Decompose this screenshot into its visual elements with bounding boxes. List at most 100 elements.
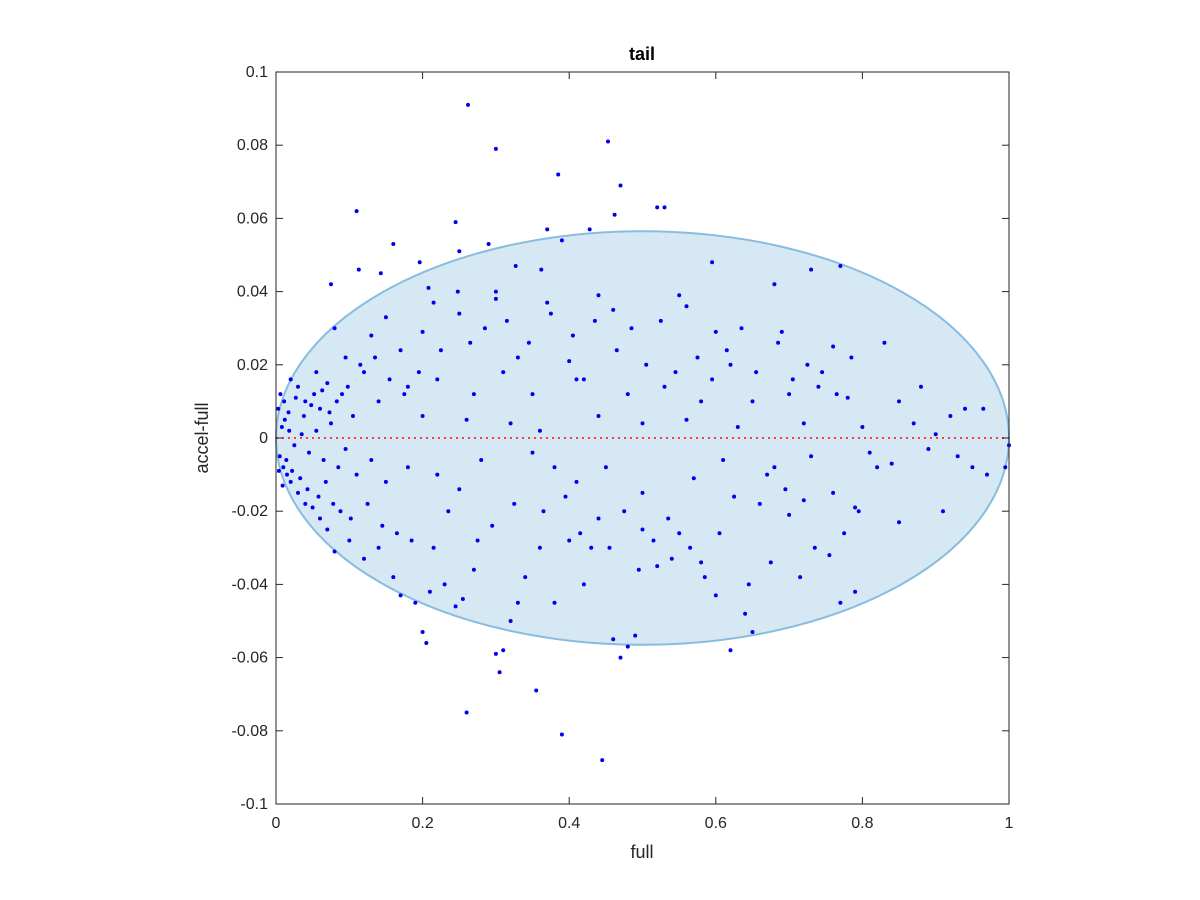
x-axis-label: full (630, 842, 653, 862)
data-point (398, 348, 403, 353)
data-point (589, 545, 594, 550)
data-point (889, 461, 894, 466)
data-point (559, 238, 564, 243)
data-point (831, 344, 836, 349)
data-point (394, 531, 399, 536)
data-point (466, 102, 470, 107)
data-point (457, 311, 462, 316)
data-point (285, 472, 289, 477)
data-point (556, 172, 561, 177)
data-point (882, 340, 887, 345)
data-point (420, 414, 425, 418)
data-point (442, 582, 447, 587)
data-point (618, 655, 623, 660)
data-point (757, 501, 762, 506)
data-point (307, 450, 311, 455)
data-point (779, 329, 784, 334)
data-point (356, 267, 361, 272)
data-point (508, 421, 513, 426)
data-point (358, 362, 363, 367)
y-tick-label: 0 (259, 430, 268, 447)
data-point (332, 549, 337, 554)
data-point (695, 355, 700, 360)
data-point (677, 293, 682, 298)
data-point (493, 296, 498, 301)
data-point (640, 490, 645, 495)
data-point (282, 417, 287, 422)
data-point (567, 359, 572, 364)
data-point (809, 454, 814, 459)
data-point (587, 227, 592, 232)
data-point (482, 326, 487, 331)
data-point (493, 289, 498, 294)
data-point (798, 575, 803, 580)
data-point (750, 399, 755, 404)
data-point (310, 505, 315, 510)
data-point (596, 293, 601, 298)
x-tick-label: 0 (272, 815, 281, 832)
data-point (405, 465, 410, 470)
x-tick-label: 1 (1005, 815, 1014, 832)
data-point (662, 384, 667, 389)
data-point (348, 516, 353, 521)
data-point (508, 619, 513, 623)
x-tick-label: 0.6 (705, 815, 727, 832)
data-point (534, 688, 539, 693)
data-point (413, 600, 418, 605)
data-point (501, 370, 506, 375)
data-point (644, 362, 649, 367)
data-point (611, 307, 616, 312)
y-axis-ticks: -0.1 -0.08 -0.06 -0.04 -0.02 0 0.02 0.04 0.06 0.0… (232, 64, 1009, 813)
data-point (721, 458, 726, 462)
data-point (296, 384, 300, 389)
data-point (842, 531, 847, 536)
data-point (570, 333, 575, 338)
data-point (790, 377, 795, 382)
data-point (365, 501, 370, 506)
data-point (607, 545, 612, 550)
data-point (710, 377, 715, 382)
y-tick-label: 0.08 (237, 137, 268, 154)
data-point (343, 355, 348, 360)
data-point (325, 381, 330, 386)
data-point (431, 300, 436, 305)
data-point (985, 472, 989, 477)
data-point (486, 242, 491, 246)
data-point (336, 465, 341, 470)
points-layer (276, 102, 1011, 763)
data-point (424, 641, 429, 645)
data-point (765, 472, 770, 477)
data-point (834, 392, 839, 397)
data-point (523, 575, 528, 580)
data-point (699, 560, 704, 565)
x-tick-label: 0.4 (558, 815, 580, 832)
data-point (426, 285, 431, 290)
data-point (515, 600, 520, 605)
data-point (702, 575, 707, 580)
data-point (281, 465, 286, 470)
data-point (812, 545, 817, 550)
data-point (567, 538, 572, 543)
data-point (497, 670, 502, 675)
data-point (332, 326, 337, 331)
data-point (746, 582, 751, 587)
data-point (578, 531, 583, 536)
data-point (849, 355, 854, 360)
data-point (287, 428, 292, 433)
data-point (278, 392, 283, 397)
data-point (743, 611, 748, 616)
data-point (618, 183, 623, 188)
data-point (318, 516, 322, 521)
data-point (662, 205, 667, 210)
data-point (431, 545, 436, 550)
data-point (314, 428, 319, 433)
data-point (633, 633, 638, 638)
data-point (293, 395, 298, 400)
data-point (493, 651, 498, 656)
data-point (750, 630, 755, 634)
data-point (845, 395, 850, 400)
y-tick-label: 0.04 (237, 284, 268, 301)
data-point (435, 377, 440, 382)
data-point (464, 417, 469, 422)
